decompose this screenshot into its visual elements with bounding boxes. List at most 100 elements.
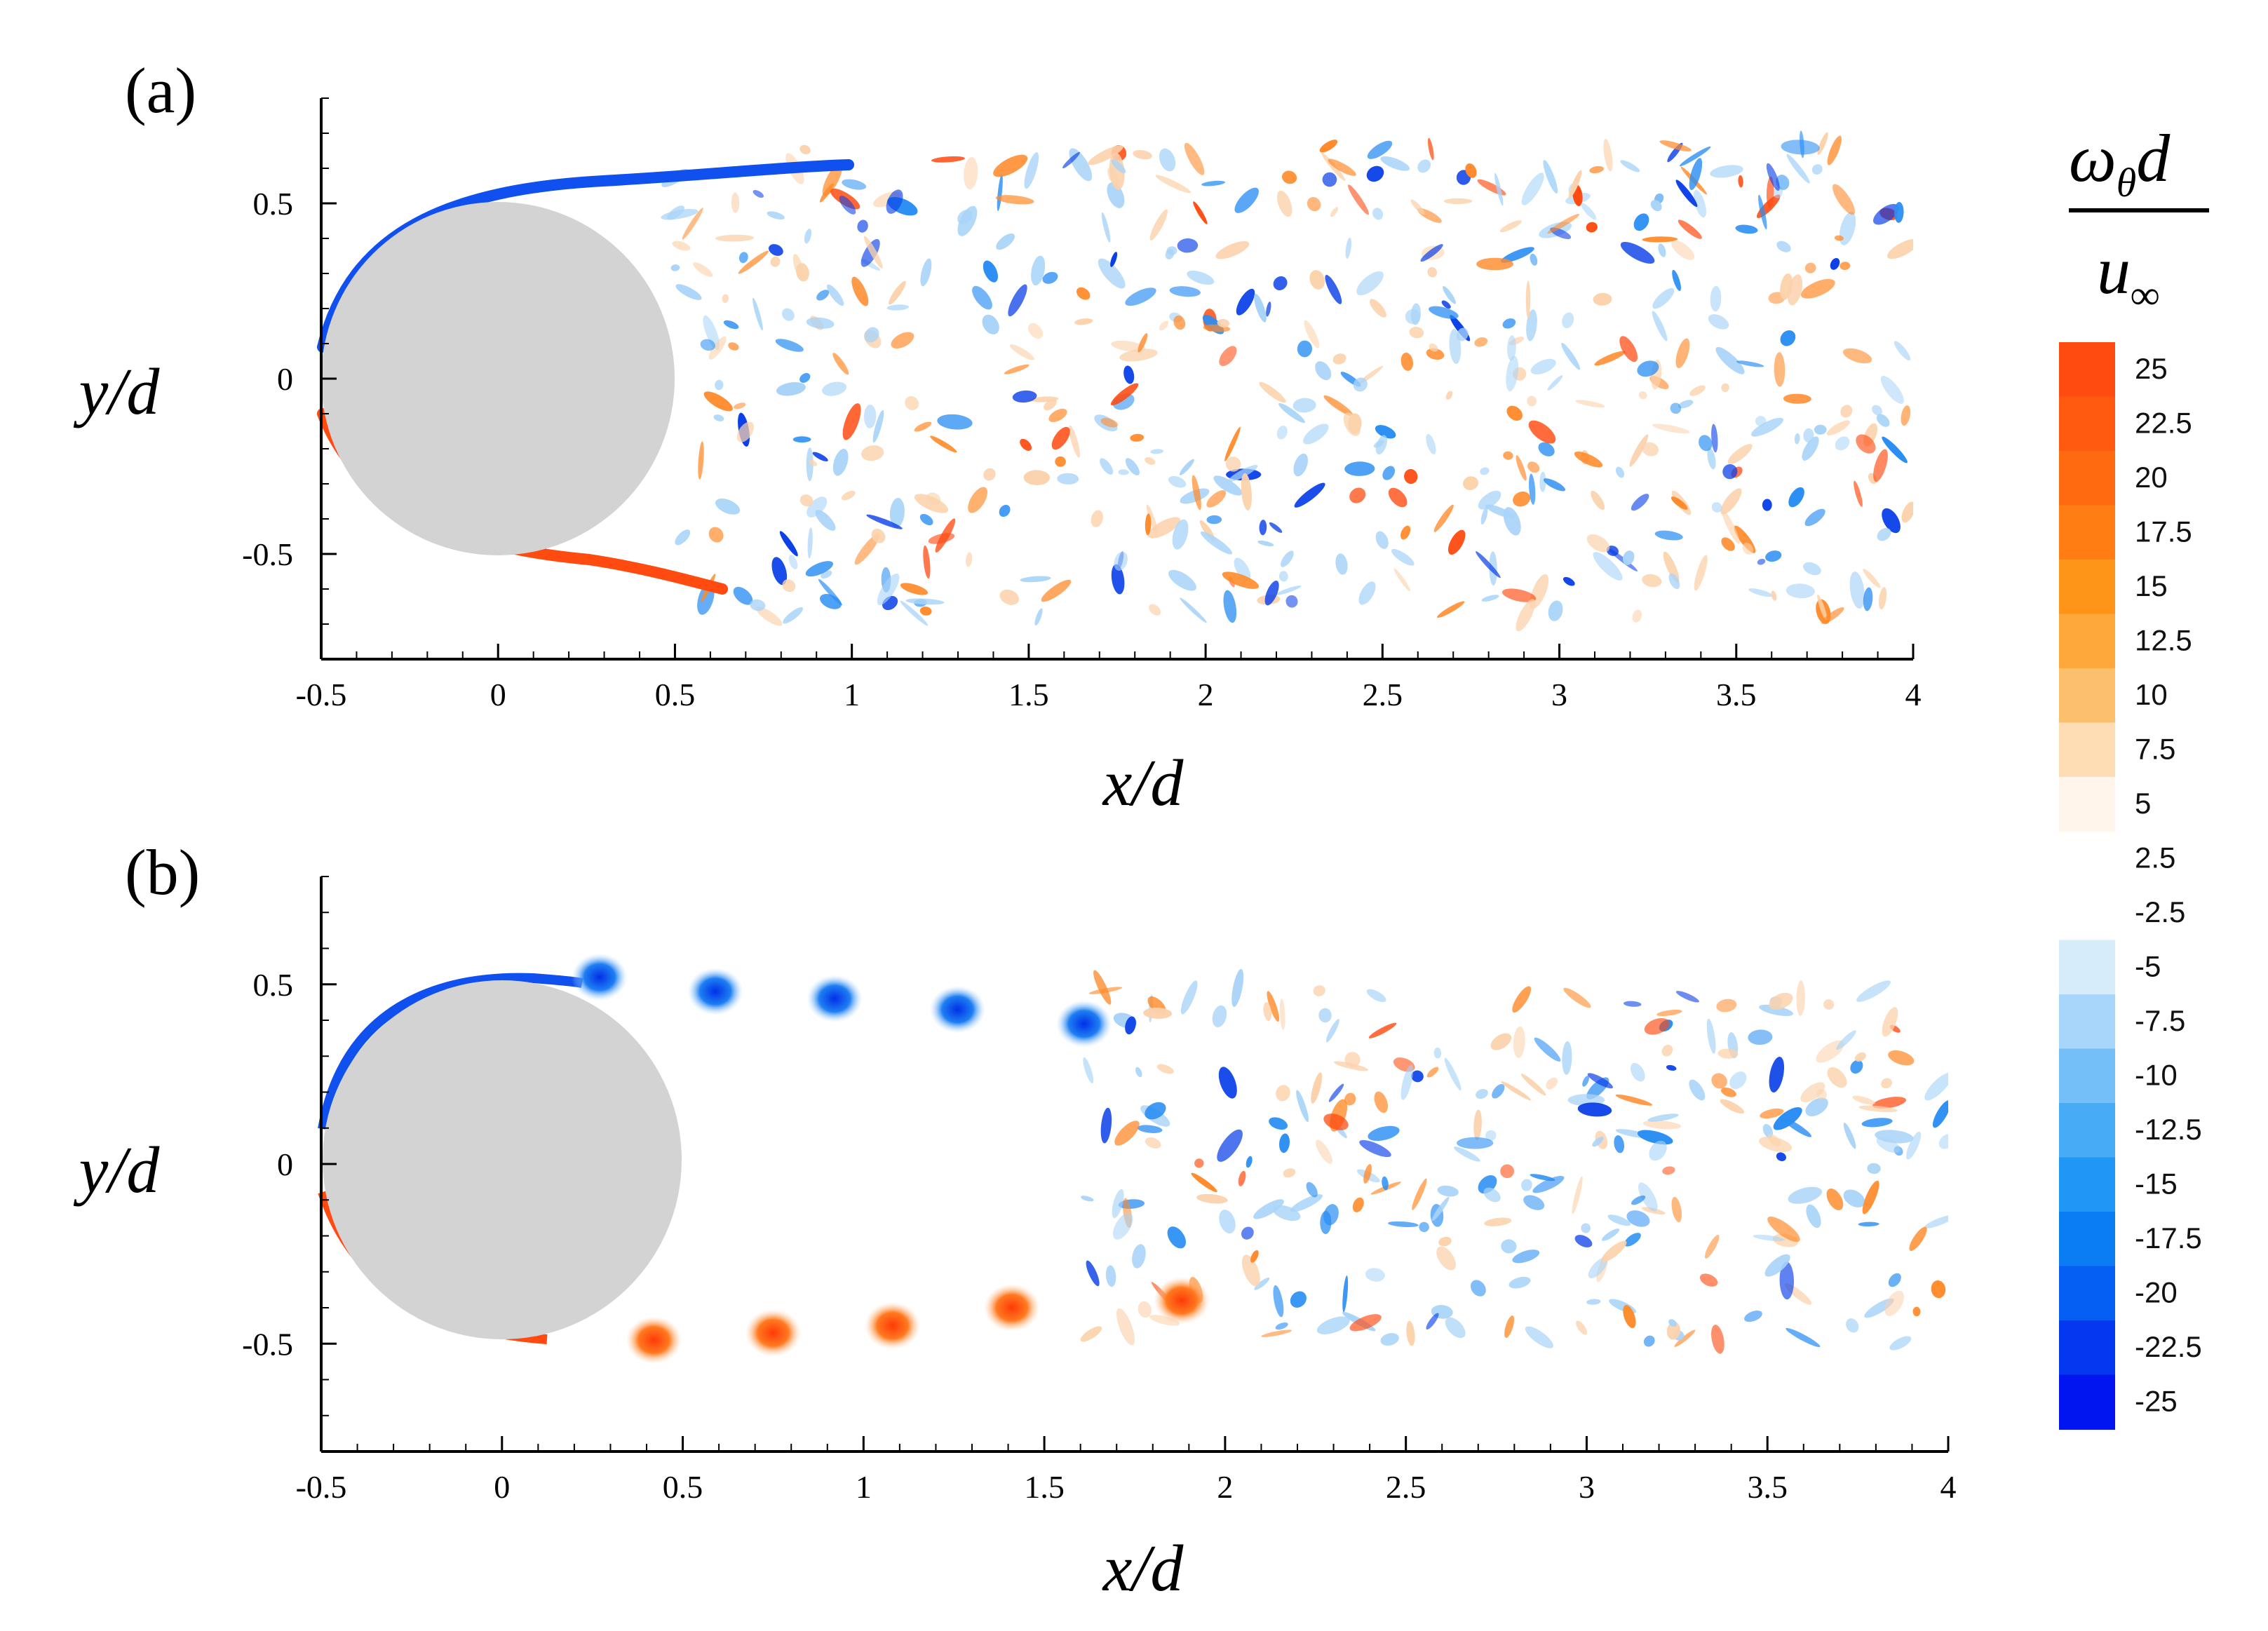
negative-vorticity-blob	[1101, 212, 1111, 243]
negative-vorticity-blob	[1366, 989, 1386, 1003]
negative-vorticity-blob	[1481, 595, 1499, 602]
lower-vortex	[1154, 1276, 1210, 1325]
positive-vorticity-blob	[1826, 1188, 1844, 1211]
negative-vorticity-blob	[1643, 1335, 1655, 1347]
negative-vorticity-blob	[1335, 553, 1348, 575]
negative-vorticity-blob	[1543, 478, 1566, 492]
negative-vorticity-blob	[1562, 576, 1575, 586]
negative-vorticity-blob	[1856, 980, 1891, 1002]
positive-vorticity-blob	[900, 583, 929, 595]
negative-vorticity-blob	[1306, 1182, 1318, 1198]
negative-vorticity-blob	[1781, 140, 1820, 155]
negative-vorticity-blob	[1110, 252, 1118, 267]
negative-vorticity-blob	[857, 219, 868, 233]
negative-vorticity-blob	[1125, 458, 1140, 476]
negative-vorticity-blob	[1529, 473, 1536, 505]
positive-vorticity-blob	[738, 250, 769, 274]
negative-vorticity-blob	[806, 317, 835, 329]
x-tick-label: 1	[856, 1469, 872, 1505]
positive-vorticity-blob	[682, 208, 703, 240]
negative-vorticity-blob	[1180, 597, 1207, 623]
positive-vorticity-blob	[782, 579, 796, 593]
positive-vorticity-blob	[1516, 599, 1536, 632]
positive-vorticity-blob	[983, 468, 996, 481]
negative-vorticity-blob	[1755, 415, 1767, 427]
positive-vorticity-blob	[1720, 488, 1742, 515]
positive-vorticity-blob	[1834, 235, 1844, 241]
negative-vorticity-blob	[1254, 1278, 1270, 1290]
positive-vorticity-blob	[1206, 490, 1227, 508]
colorbar-swatch-positive	[2059, 342, 2115, 398]
positive-vorticity-blob	[1780, 273, 1793, 300]
positive-vorticity-blob	[1323, 395, 1354, 417]
negative-vorticity-blob	[1839, 211, 1856, 245]
positive-vorticity-blob	[1652, 424, 1690, 434]
positive-vorticity-blob	[1888, 1050, 1915, 1066]
negative-vorticity-blob	[1417, 159, 1431, 173]
negative-vorticity-blob	[1368, 1125, 1400, 1142]
negative-vorticity-blob	[820, 594, 842, 609]
colorbar-level-label: -25	[2135, 1385, 2178, 1418]
negative-vorticity-blob	[1105, 1265, 1116, 1287]
positive-vorticity-blob	[1586, 534, 1610, 553]
negative-vorticity-blob	[1057, 473, 1079, 485]
negative-vorticity-blob	[1276, 586, 1302, 595]
negative-vorticity-blob	[1786, 1327, 1821, 1348]
negative-vorticity-blob	[1294, 482, 1325, 508]
negative-vorticity-blob	[1637, 360, 1659, 377]
negative-vorticity-blob	[805, 561, 834, 577]
negative-vorticity-blob	[1062, 151, 1080, 169]
positive-vorticity-blob	[914, 421, 932, 432]
negative-vorticity-blob	[1325, 275, 1342, 304]
negative-vorticity-blob	[1316, 1316, 1350, 1334]
negative-vorticity-blob	[1476, 1088, 1488, 1099]
positive-vorticity-blob	[1304, 320, 1320, 348]
negative-vorticity-blob	[1150, 449, 1164, 454]
negative-vorticity-blob	[1132, 1244, 1146, 1268]
negative-vorticity-blob	[872, 410, 884, 443]
positive-vorticity-blob	[1348, 413, 1362, 434]
negative-vorticity-blob	[1689, 158, 1703, 191]
positive-vorticity-blob	[1352, 1197, 1364, 1212]
negative-vorticity-blob	[919, 513, 933, 526]
positive-vorticity-blob	[1663, 551, 1680, 583]
negative-vorticity-blob	[1356, 271, 1384, 296]
positive-vorticity-blob	[1334, 1061, 1369, 1071]
negative-vorticity-blob	[1145, 1102, 1166, 1120]
lower-vortex	[864, 1301, 921, 1350]
negative-vorticity-blob	[1303, 424, 1329, 445]
negative-vorticity-blob	[1278, 402, 1305, 424]
negative-vorticity-blob	[900, 600, 929, 626]
negative-vorticity-blob	[1906, 1131, 1922, 1160]
positive-vorticity-blob	[995, 195, 1034, 205]
negative-vorticity-blob	[1835, 436, 1850, 451]
negative-vorticity-blob	[1201, 180, 1225, 187]
negative-vorticity-blob	[1219, 1210, 1236, 1234]
colorbar-level-label: -2.5	[2135, 895, 2185, 928]
colorbar-swatch-positive	[2059, 777, 2115, 832]
negative-vorticity-blob	[1530, 358, 1556, 375]
positive-vorticity-blob	[1816, 1040, 1844, 1063]
negative-vorticity-blob	[832, 449, 849, 476]
positive-vorticity-blob	[1699, 1273, 1718, 1287]
negative-vorticity-blob	[1445, 1317, 1466, 1339]
positive-vorticity-blob	[1426, 1067, 1439, 1078]
negative-vorticity-blob	[1444, 1057, 1462, 1091]
negative-vorticity-blob	[1273, 276, 1288, 290]
negative-vorticity-blob	[782, 308, 795, 321]
negative-vorticity-blob	[1582, 1076, 1589, 1087]
negative-vorticity-blob	[1814, 424, 1827, 435]
positive-vorticity-blob	[1138, 333, 1148, 353]
positive-vorticity-blob	[1443, 198, 1473, 204]
positive-vorticity-blob	[1720, 1087, 1736, 1097]
positive-vorticity-blob	[1400, 525, 1411, 540]
positive-vorticity-blob	[841, 490, 856, 501]
negative-vorticity-blob	[768, 244, 783, 256]
negative-vorticity-blob	[1678, 400, 1694, 409]
upper-shear-layer-b	[318, 973, 583, 1130]
positive-vorticity-blob	[1130, 433, 1145, 442]
negative-vorticity-blob	[1296, 1090, 1309, 1123]
positive-vorticity-blob	[1138, 1301, 1152, 1318]
negative-vorticity-blob	[1168, 569, 1196, 591]
negative-vorticity-blob	[1562, 312, 1574, 328]
